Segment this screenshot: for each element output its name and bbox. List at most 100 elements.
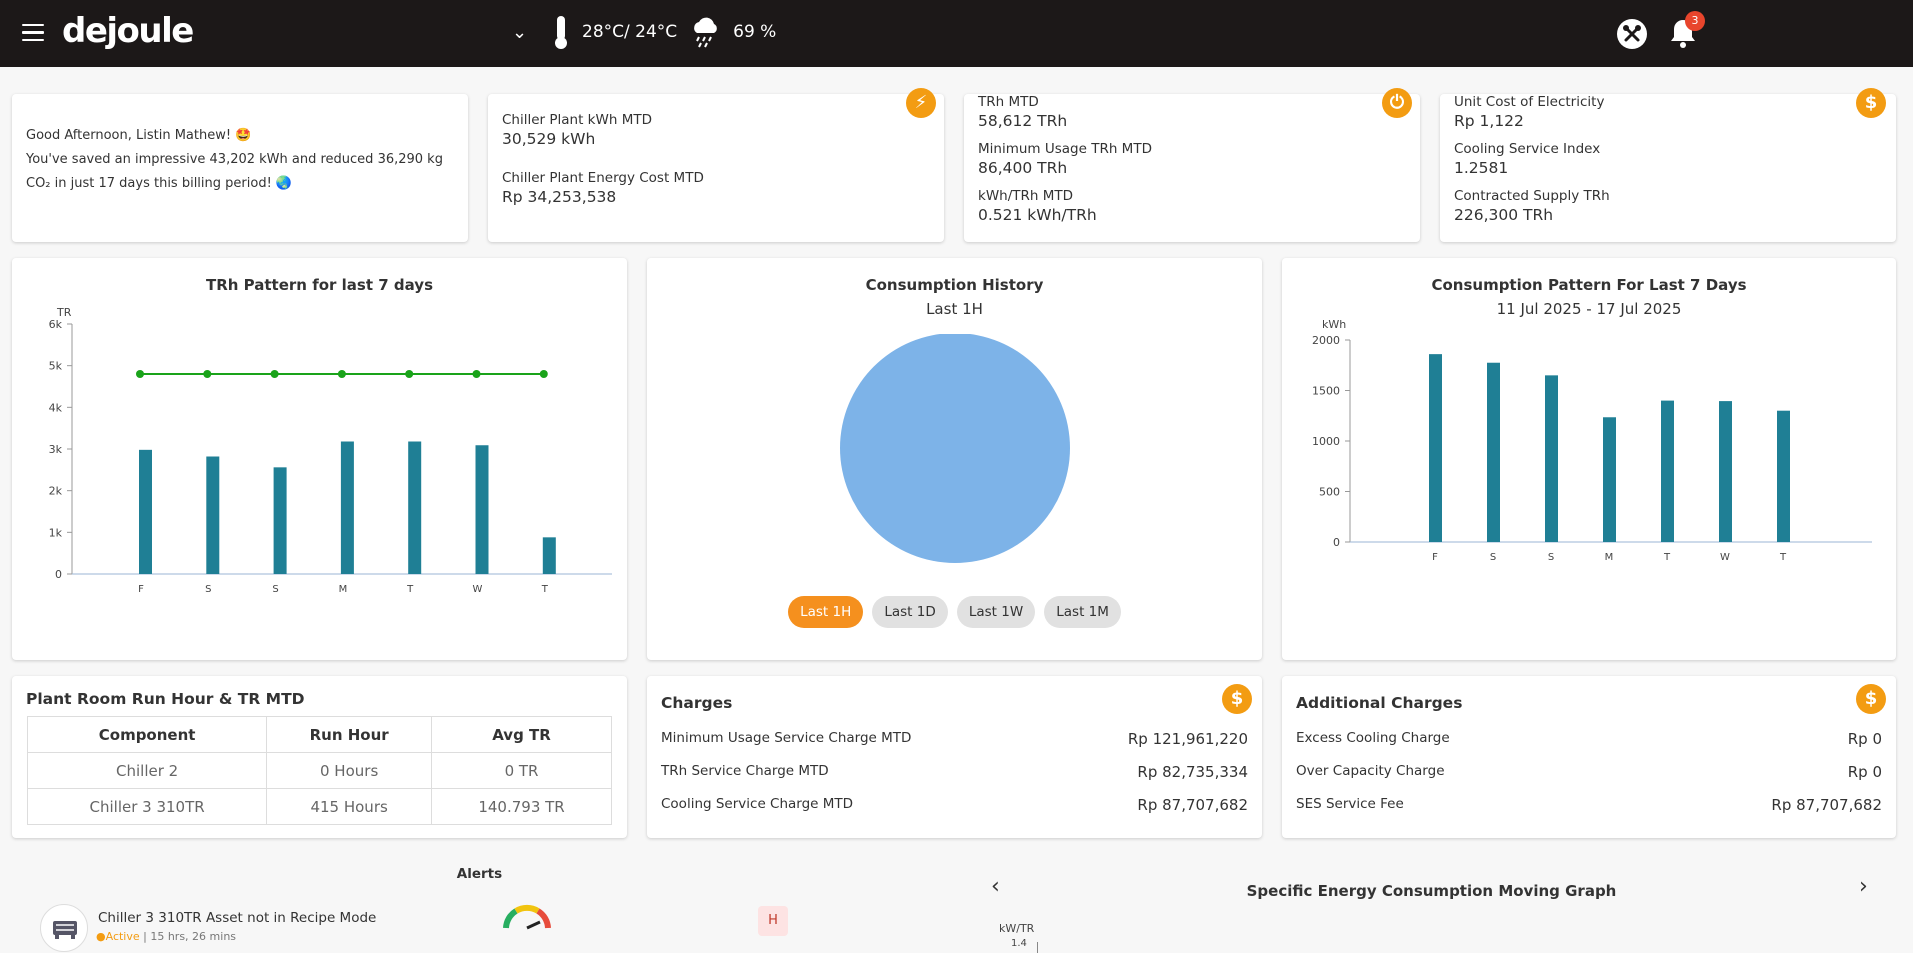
- filter-last-1m[interactable]: Last 1M: [1044, 596, 1121, 628]
- temperature: 28°C/ 24°C: [582, 22, 678, 42]
- y-tick-label: 1000: [1312, 435, 1340, 448]
- logo[interactable]: dejoule: [62, 11, 194, 51]
- y-tick-label: 0: [55, 568, 62, 581]
- charge-row: Over Capacity Charge Rp 0: [1296, 763, 1882, 781]
- alert-status: Active: [105, 930, 140, 943]
- y-axis-label: TR: [56, 306, 72, 319]
- kpi-label: Cooling Service Index: [1454, 141, 1601, 157]
- x-tick-label: S: [272, 584, 278, 595]
- x-tick-label: M: [1605, 552, 1614, 563]
- consumption-pie-chart: [840, 334, 1070, 563]
- charge-amount: Rp 82,735,334: [1137, 763, 1248, 781]
- bar: [139, 449, 152, 574]
- alert-item[interactable]: Chiller 3 310TR Asset not in Recipe Mode…: [40, 904, 820, 952]
- table-header-row: Component Run Hour Avg TR: [26, 716, 612, 753]
- gauge-icon: [503, 904, 551, 930]
- tools-icon[interactable]: [1617, 19, 1647, 49]
- y-tick-label: 4k: [49, 401, 63, 414]
- charges-card: Charges $ Minimum Usage Service Charge M…: [647, 676, 1262, 838]
- alert-meta: ●Active | 15 hrs, 26 mins: [96, 930, 236, 943]
- run-hour-card: Plant Room Run Hour & TR MTD Component R…: [12, 676, 627, 838]
- table-cell: Chiller 2: [26, 752, 268, 789]
- table-cell: 415 Hours: [266, 788, 433, 825]
- thermometer-icon: [555, 16, 567, 49]
- y-axis-label: kWh: [1322, 320, 1346, 331]
- y-tick-label: 2000: [1312, 334, 1340, 347]
- cost-kpi-card: $ Unit Cost of Electricity Rp 1,122 Cool…: [1440, 88, 1896, 242]
- sec-graph-section: ‹ Specific Energy Consumption Moving Gra…: [967, 858, 1896, 953]
- column-header: Run Hour: [266, 716, 433, 753]
- bar: [340, 441, 354, 574]
- kpi-label: Unit Cost of Electricity: [1454, 94, 1605, 110]
- pie-slice: [840, 334, 1070, 563]
- line-point: [270, 370, 279, 378]
- consumption-history-card: Consumption History Last 1H Last 1H Last…: [647, 258, 1262, 660]
- charge-label: TRh Service Charge MTD: [661, 763, 829, 779]
- run-hour-table: Component Run Hour Avg TR Chiller 2 0 Ho…: [26, 716, 612, 825]
- kpi-value: 226,300 TRh: [1454, 206, 1554, 224]
- y-tick-label: 5k: [49, 360, 63, 373]
- kpi-label: kWh/TRh MTD: [978, 188, 1074, 204]
- trh-pattern-chart: TR 0 1k 2k 3k 4k 5k 6k F S S M T W T: [49, 306, 612, 595]
- kpi-value: 1.2581: [1454, 159, 1509, 177]
- bar: [1777, 410, 1790, 542]
- x-tick-label: T: [1663, 552, 1671, 563]
- x-tick-label: T: [406, 584, 414, 595]
- y-tick-label: 1k: [49, 526, 63, 539]
- x-tick-label: W: [473, 584, 483, 595]
- kpi-label: TRh MTD: [978, 94, 1039, 110]
- charge-label: Over Capacity Charge: [1296, 763, 1445, 779]
- consumption-pattern-card: Consumption Pattern For Last 7 Days 11 J…: [1282, 258, 1896, 660]
- card-title: Plant Room Run Hour & TR MTD: [26, 690, 305, 708]
- y-tick-label: 1.4: [1011, 938, 1027, 949]
- charge-row: SES Service Fee Rp 87,707,682: [1296, 796, 1882, 814]
- table-cell: 0 Hours: [266, 752, 433, 789]
- table-row: Chiller 2 0 Hours 0 TR: [26, 752, 612, 789]
- x-tick-label: W: [1720, 552, 1730, 563]
- next-arrow-icon[interactable]: ›: [1859, 874, 1868, 899]
- charge-label: Cooling Service Charge MTD: [661, 796, 854, 812]
- x-tick-label: F: [138, 584, 144, 595]
- column-header: Component: [26, 716, 268, 753]
- filter-last-1h[interactable]: Last 1H: [788, 596, 864, 628]
- alert-time: | 15 hrs, 26 mins: [143, 930, 237, 943]
- consumption-pattern-chart: kWh 0 500 1000 1500 2000 F S S M T W T: [1312, 320, 1872, 563]
- chevron-down-icon[interactable]: ⌄: [512, 22, 528, 43]
- dollar-icon: $: [1856, 684, 1886, 714]
- menu-icon[interactable]: [22, 24, 44, 42]
- card-title: TRh Pattern for last 7 days: [205, 276, 433, 294]
- prev-arrow-icon[interactable]: ‹: [991, 874, 1000, 899]
- bar: [475, 445, 489, 574]
- table-cell: Chiller 3 310TR: [26, 788, 268, 825]
- filter-last-1w[interactable]: Last 1W: [956, 596, 1036, 628]
- kpi-label: Minimum Usage TRh MTD: [978, 141, 1152, 157]
- y-tick-label: 3k: [49, 443, 63, 456]
- table-cell: 0 TR: [431, 752, 612, 789]
- kpi-value: Rp 1,122: [1454, 112, 1524, 130]
- charge-row: Excess Cooling Charge Rp 0: [1296, 730, 1882, 748]
- bar: [542, 537, 556, 574]
- card-title: Consumption History: [865, 276, 1044, 294]
- filter-last-1d[interactable]: Last 1D: [872, 596, 948, 628]
- y-tick-label: 500: [1319, 486, 1340, 499]
- kpi-value: 30,529 kWh: [502, 130, 596, 148]
- alerts-section: Alerts Chiller 3 310TR Asset not in Reci…: [12, 858, 947, 953]
- line-point: [337, 370, 346, 378]
- x-tick-label: F: [1432, 552, 1438, 563]
- x-tick-label: T: [1779, 552, 1787, 563]
- card-subtitle: Last 1H: [926, 300, 983, 318]
- alert-title: Chiller 3 310TR Asset not in Recipe Mode: [98, 910, 377, 926]
- card-title: Charges: [661, 694, 733, 712]
- line-point: [203, 370, 212, 378]
- line-point: [539, 370, 548, 378]
- time-filter-group: Last 1H Last 1D Last 1W Last 1M: [647, 596, 1262, 628]
- y-axis-line: [1037, 942, 1038, 953]
- charge-label: Minimum Usage Service Charge MTD: [661, 730, 912, 746]
- trh-pattern-card: TRh Pattern for last 7 days TR 0 1k 2k 3k 4k 5…: [12, 258, 627, 660]
- greeting-line: Good Afternoon, Listin Mathew! 🤩: [26, 128, 252, 143]
- bar: [1545, 375, 1558, 542]
- charge-amount: Rp 87,707,682: [1137, 796, 1248, 814]
- rain-cloud-icon: [694, 17, 717, 48]
- line-point: [405, 370, 414, 378]
- card-subtitle: 11 Jul 2025 - 17 Jul 2025: [1496, 300, 1682, 318]
